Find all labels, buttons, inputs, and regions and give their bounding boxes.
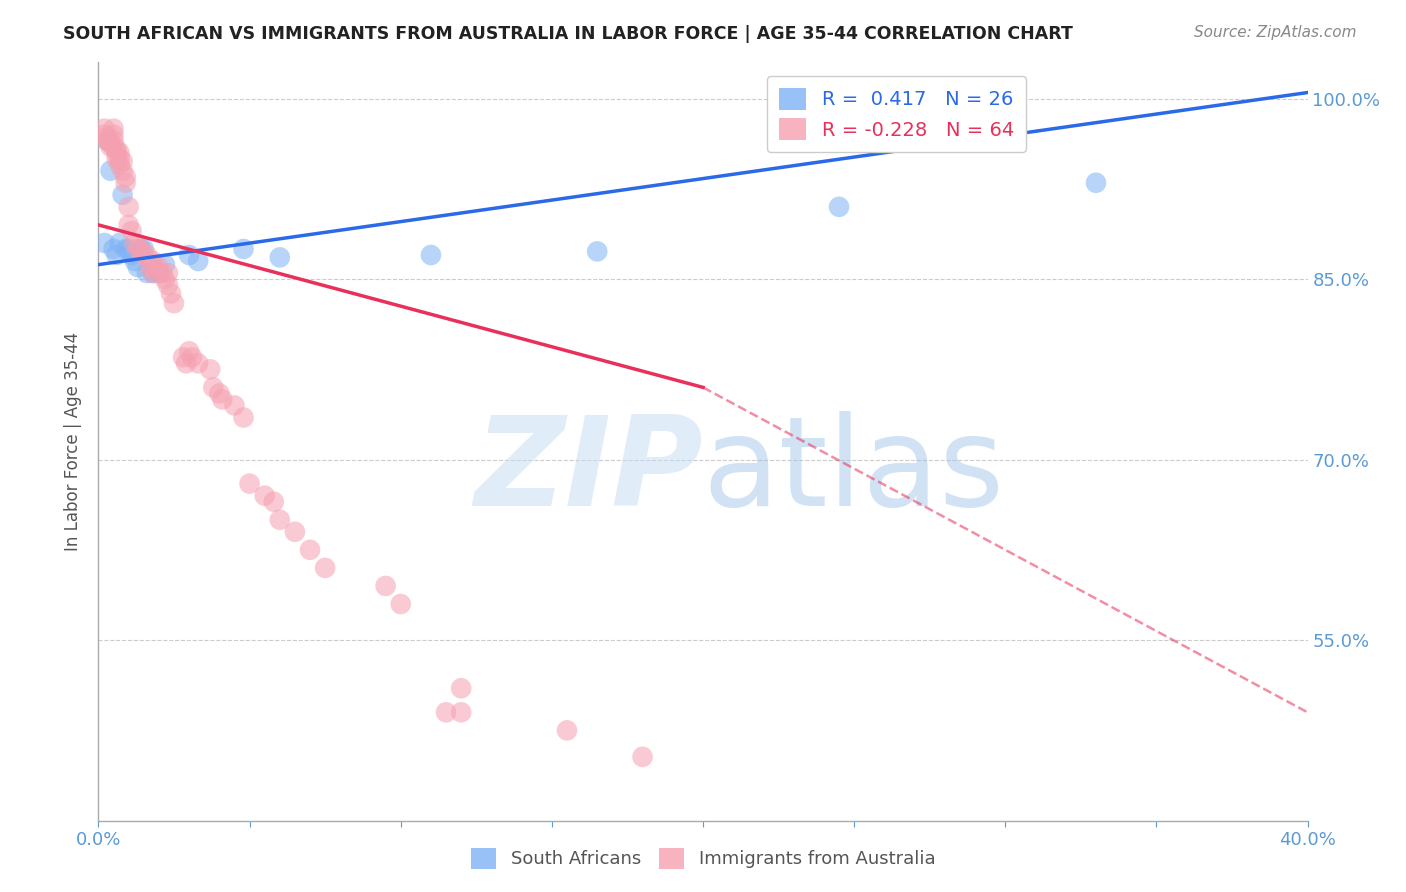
Point [142, 266, 165, 280]
Point [121, 248, 143, 262]
Point [156, 266, 179, 280]
Point [108, 235, 131, 250]
Point [148, 260, 170, 274]
Point [631, 749, 654, 764]
Point [132, 242, 155, 256]
Point [118, 200, 141, 214]
Point [96, 134, 118, 148]
Text: atlas: atlas [703, 411, 1005, 533]
Point [586, 244, 609, 259]
Text: ZIP: ZIP [474, 411, 703, 533]
Point [105, 248, 128, 262]
Point [118, 242, 141, 256]
Legend: South Africans, Immigrants from Australia: South Africans, Immigrants from Australi… [464, 840, 942, 876]
Point [124, 254, 146, 268]
Point [135, 248, 157, 262]
Point [108, 152, 131, 166]
Point [132, 248, 155, 262]
Point [129, 242, 152, 256]
Point [103, 139, 125, 153]
Point [103, 242, 125, 256]
Point [179, 344, 201, 359]
Point [111, 163, 134, 178]
Point [187, 254, 209, 268]
Point [299, 542, 322, 557]
Point [284, 524, 307, 539]
Point [208, 386, 231, 401]
Point [420, 248, 443, 262]
Point [100, 139, 122, 153]
Point [148, 266, 170, 280]
Point [100, 136, 122, 150]
Point [450, 681, 472, 696]
Point [105, 152, 128, 166]
Point [269, 251, 291, 265]
Point [150, 266, 173, 280]
Point [105, 142, 128, 156]
Point [156, 278, 179, 293]
Point [163, 296, 186, 310]
Point [224, 399, 246, 413]
Point [142, 266, 165, 280]
Point [153, 272, 176, 286]
Point [135, 266, 157, 280]
Point [181, 351, 204, 365]
Point [239, 476, 262, 491]
Point [121, 224, 143, 238]
Point [1085, 176, 1108, 190]
Point [93, 128, 115, 142]
Point [124, 235, 146, 250]
Point [142, 254, 165, 268]
Point [100, 163, 122, 178]
Point [111, 187, 134, 202]
Point [389, 597, 412, 611]
Point [127, 242, 149, 256]
Point [114, 242, 136, 256]
Point [174, 356, 197, 370]
Point [374, 579, 396, 593]
Point [828, 200, 851, 214]
Point [555, 723, 578, 738]
Point [232, 410, 254, 425]
Point [450, 706, 472, 720]
Point [160, 286, 183, 301]
Point [179, 248, 201, 262]
Point [111, 154, 134, 169]
Point [253, 489, 276, 503]
Point [108, 145, 131, 160]
Point [103, 121, 125, 136]
Point [269, 513, 291, 527]
Legend: R =  0.417   N = 26, R = -0.228   N = 64: R = 0.417 N = 26, R = -0.228 N = 64 [768, 76, 1026, 152]
Point [200, 362, 222, 376]
Point [314, 561, 336, 575]
Point [105, 145, 128, 160]
Text: SOUTH AFRICAN VS IMMIGRANTS FROM AUSTRALIA IN LABOR FORCE | AGE 35-44 CORRELATIO: SOUTH AFRICAN VS IMMIGRANTS FROM AUSTRAL… [63, 25, 1073, 43]
Y-axis label: In Labor Force | Age 35-44: In Labor Force | Age 35-44 [65, 332, 83, 551]
Point [202, 380, 225, 394]
Point [232, 242, 254, 256]
Point [172, 351, 194, 365]
Point [103, 128, 125, 142]
Point [108, 158, 131, 172]
Point [153, 258, 176, 272]
Point [129, 242, 152, 256]
Point [263, 494, 285, 508]
Point [96, 134, 118, 148]
Point [96, 130, 118, 145]
Point [93, 121, 115, 136]
Point [114, 169, 136, 184]
Point [139, 260, 162, 274]
Point [187, 356, 209, 370]
Point [93, 235, 115, 250]
Point [118, 218, 141, 232]
Text: Source: ZipAtlas.com: Source: ZipAtlas.com [1194, 25, 1357, 40]
Point [211, 392, 233, 407]
Point [127, 260, 149, 274]
Point [114, 176, 136, 190]
Point [434, 706, 457, 720]
Point [103, 134, 125, 148]
Point [145, 262, 167, 277]
